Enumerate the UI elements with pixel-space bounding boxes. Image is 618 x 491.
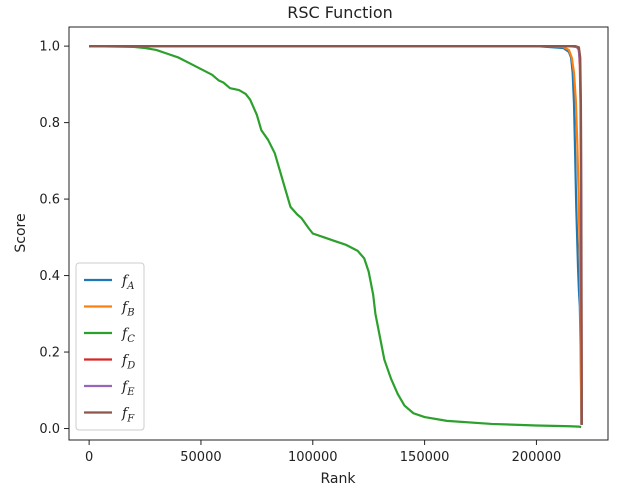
series-line-b bbox=[89, 45, 583, 425]
legend-label-b: fB bbox=[121, 300, 135, 319]
y-tick-label: 0.4 bbox=[39, 269, 60, 284]
x-tick-label: 150000 bbox=[400, 450, 450, 465]
y-tick-label: 0.8 bbox=[39, 116, 60, 131]
legend-label-a: fA bbox=[121, 273, 134, 292]
plot-area bbox=[89, 45, 583, 429]
legend-label-c: fC bbox=[121, 326, 135, 345]
series-line-e bbox=[89, 45, 583, 425]
legend-label-d: fD bbox=[121, 353, 135, 372]
y-axis-label: Score bbox=[13, 213, 29, 252]
series-line-d bbox=[89, 45, 583, 425]
y-tick-label: 0.0 bbox=[39, 422, 60, 437]
x-tick-label: 50000 bbox=[180, 450, 221, 465]
y-axis: 0.0 0.2 0.4 0.6 0.8 1.0 bbox=[39, 40, 69, 437]
x-axis-label: Rank bbox=[321, 471, 357, 487]
series-line-f bbox=[89, 45, 583, 425]
y-tick-label: 0.6 bbox=[39, 193, 60, 208]
y-tick-label: 1.0 bbox=[39, 40, 60, 55]
series-line-c bbox=[89, 45, 582, 429]
x-axis: 0 50000 100000 150000 200000 bbox=[85, 440, 561, 465]
x-tick-label: 100000 bbox=[288, 450, 338, 465]
x-tick-label: 200000 bbox=[512, 450, 562, 465]
legend-label-e: fE bbox=[121, 379, 135, 398]
legend: fA fB fC fD fE fF bbox=[75, 262, 145, 431]
legend-label-f: fF bbox=[121, 406, 135, 425]
y-tick-label: 0.2 bbox=[39, 346, 60, 361]
legend-box bbox=[75, 262, 145, 431]
axes-frame bbox=[68, 26, 609, 441]
series-line-a bbox=[89, 45, 583, 425]
chart-title: RSC Function bbox=[287, 3, 393, 22]
x-tick-label: 0 bbox=[85, 450, 93, 465]
